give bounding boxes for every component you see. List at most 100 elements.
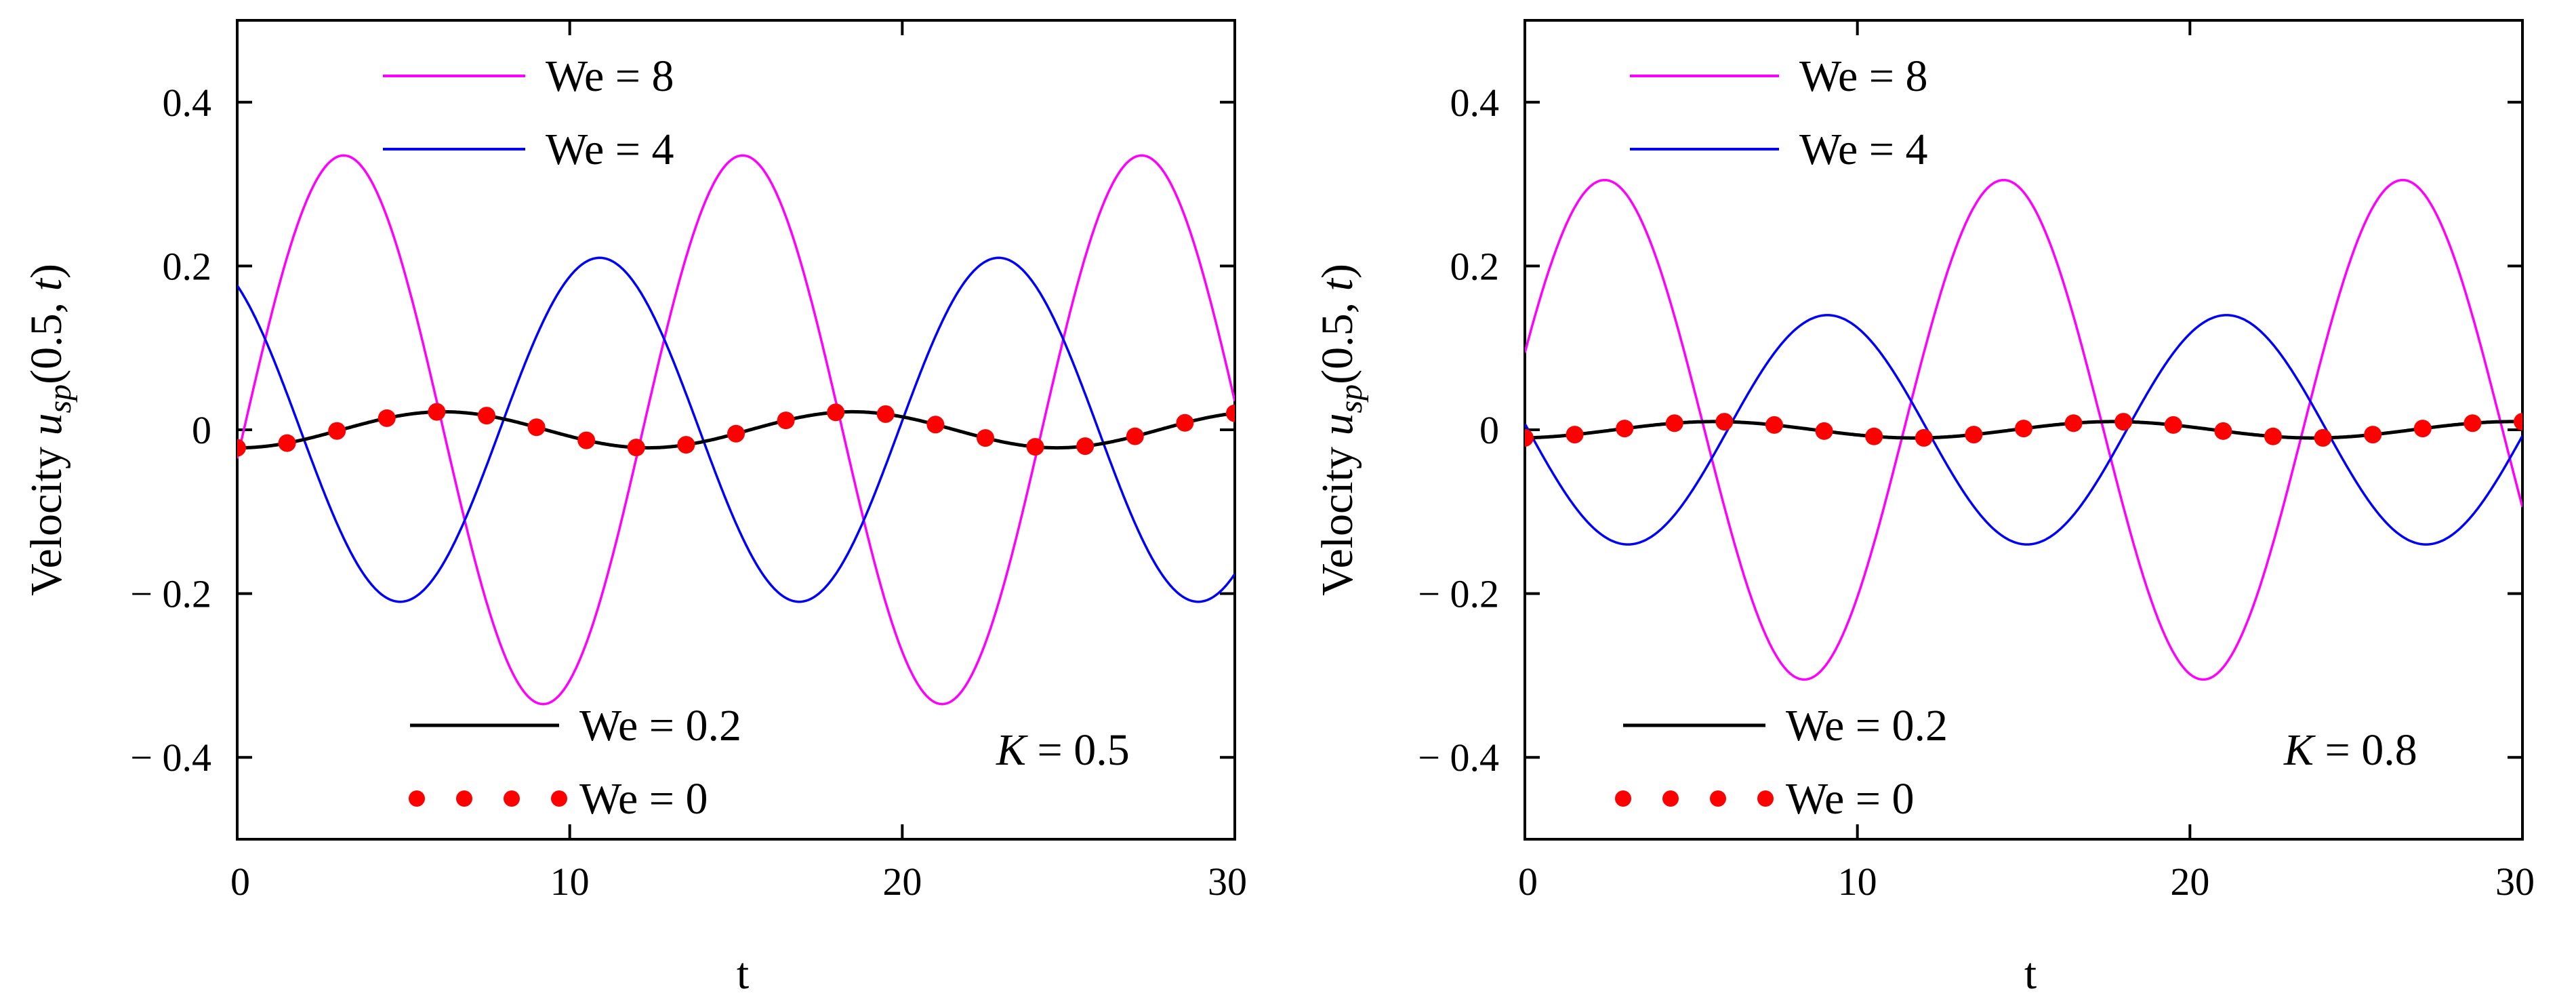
y-axis-label-var: u [22, 414, 71, 436]
series-point-we-0 [1226, 404, 1235, 422]
legend-entry-we-4: We = 4 [1630, 125, 1928, 174]
legend-entry-we-0: We = 0 [409, 774, 708, 824]
data-area [237, 154, 1235, 706]
series-point-we-0 [2064, 414, 2083, 432]
series-point-we-0 [2214, 422, 2232, 440]
series-point-we-0 [2463, 414, 2482, 432]
series-point-we-0 [1765, 416, 1783, 434]
series-line-we-8 [1525, 178, 2522, 681]
series-point-we-0 [377, 409, 396, 427]
series-point-we-0 [2264, 427, 2282, 445]
series-point-we-0 [627, 439, 645, 457]
series-point-we-0 [1176, 414, 1194, 432]
x-tick-label: 30 [1208, 860, 1247, 904]
series-point-we-0 [677, 436, 695, 454]
series-point-we-0 [2514, 413, 2522, 431]
series-point-we-0 [1715, 413, 1734, 431]
y-tick-label: 0 [192, 408, 211, 452]
x-axis-label: t [737, 949, 749, 999]
x-tick-label: 10 [1838, 860, 1877, 904]
series-point-we-0 [328, 422, 346, 440]
x-tick-label: 20 [2170, 860, 2209, 904]
series-point-we-0 [977, 429, 994, 447]
y-axis-label-close: ) [22, 264, 71, 279]
k-annotation: K = 0.8 [2283, 725, 2417, 775]
x-axis-label: t [2024, 949, 2037, 999]
y-axis-label-prefix: Velocity [1313, 436, 1362, 596]
y-tick-label: − 0.2 [130, 572, 211, 616]
series-line-we-8 [237, 154, 1235, 706]
series-point-we-0 [2164, 416, 2182, 434]
series-line-we-4 [237, 256, 1235, 603]
y-tick-label: 0.4 [163, 81, 212, 125]
series-point-we-0 [1566, 426, 1584, 444]
legend-label: We = 0.2 [1786, 701, 1948, 750]
series-point-we-0 [2114, 413, 2133, 431]
legend-swatch-dot [551, 790, 567, 807]
legend-entry-we-0-2: We = 0.2 [1623, 701, 1948, 750]
series-point-we-0 [278, 434, 296, 452]
series-point-we-0 [1665, 414, 1683, 432]
series-point-we-0 [237, 439, 246, 457]
y-axis-label-prefix: Velocity [22, 436, 71, 596]
legend-label: We = 8 [546, 52, 674, 101]
legend-swatch-dot [504, 790, 520, 807]
series-point-we-0 [1525, 428, 1534, 447]
legend-entry-we-0-2: We = 0.2 [410, 701, 741, 750]
legend-entry-we-8: We = 8 [1630, 52, 1928, 101]
y-tick-label: 0.2 [1450, 244, 1500, 288]
k-annotation: K = 0.5 [996, 725, 1130, 775]
legend-entry-we-0: We = 0 [1615, 774, 1915, 824]
series-point-we-0 [1915, 428, 1933, 447]
y-tick-label: − 0.2 [1418, 572, 1499, 616]
series-point-we-0 [1865, 427, 1883, 445]
x-tick-label: 20 [882, 860, 922, 904]
series-point-we-0 [428, 403, 446, 421]
legend-swatch-dot [1757, 790, 1774, 807]
y-axis-label: Velocity usp(0.5, t) [1313, 264, 1369, 596]
legend-swatch-dot [409, 790, 425, 807]
y-axis-label-sub: sp [42, 384, 78, 414]
legend-entry-we-8: We = 8 [383, 52, 674, 101]
series-point-we-0 [1815, 422, 1833, 440]
y-tick-label: 0.2 [163, 244, 212, 288]
series-point-we-0 [1616, 420, 1634, 438]
legend-label: We = 0 [579, 774, 708, 824]
series-point-we-0 [876, 405, 895, 423]
series-point-we-0 [926, 416, 945, 434]
series-point-we-0 [777, 411, 795, 430]
series-point-we-0 [2413, 420, 2432, 438]
k-annotation-var: K [996, 725, 1028, 775]
series-point-we-0 [2364, 426, 2382, 444]
y-axis-label-targ: t [22, 277, 71, 291]
y-tick-label: 0.4 [1450, 81, 1500, 125]
series-point-we-0 [1026, 438, 1044, 456]
y-axis-label: Velocity usp(0.5, t) [22, 264, 78, 596]
y-axis-label-args: (0.5, [1313, 291, 1362, 384]
series-point-we-0 [577, 431, 596, 449]
legend-swatch-dot [1615, 790, 1631, 807]
k-annotation-value: = 0.5 [1026, 725, 1130, 775]
y-axis-label-targ: t [1313, 277, 1362, 291]
legend-label: We = 0.2 [579, 701, 741, 750]
y-tick-label: 0 [1479, 408, 1499, 452]
y-axis-label-args: (0.5, [22, 291, 71, 384]
series-point-we-0 [1076, 437, 1095, 456]
legend-swatch-dot [1710, 790, 1726, 807]
y-axis-label-var: u [1313, 414, 1362, 436]
k-annotation-var: K [2283, 725, 2316, 775]
y-tick-label: − 0.4 [1418, 736, 1499, 780]
x-tick-label: 0 [230, 860, 250, 904]
legend-label: We = 8 [1799, 52, 1928, 101]
x-tick-label: 0 [1518, 860, 1538, 904]
y-tick-label: − 0.4 [130, 736, 211, 780]
series-point-we-0 [2314, 428, 2332, 447]
series-point-we-0 [727, 424, 745, 443]
legend-entry-we-4: We = 4 [383, 125, 674, 174]
data-area [1525, 178, 2522, 681]
legend-swatch-dot [456, 790, 472, 807]
series-point-we-0 [527, 418, 546, 437]
x-tick-label: 10 [550, 860, 590, 904]
